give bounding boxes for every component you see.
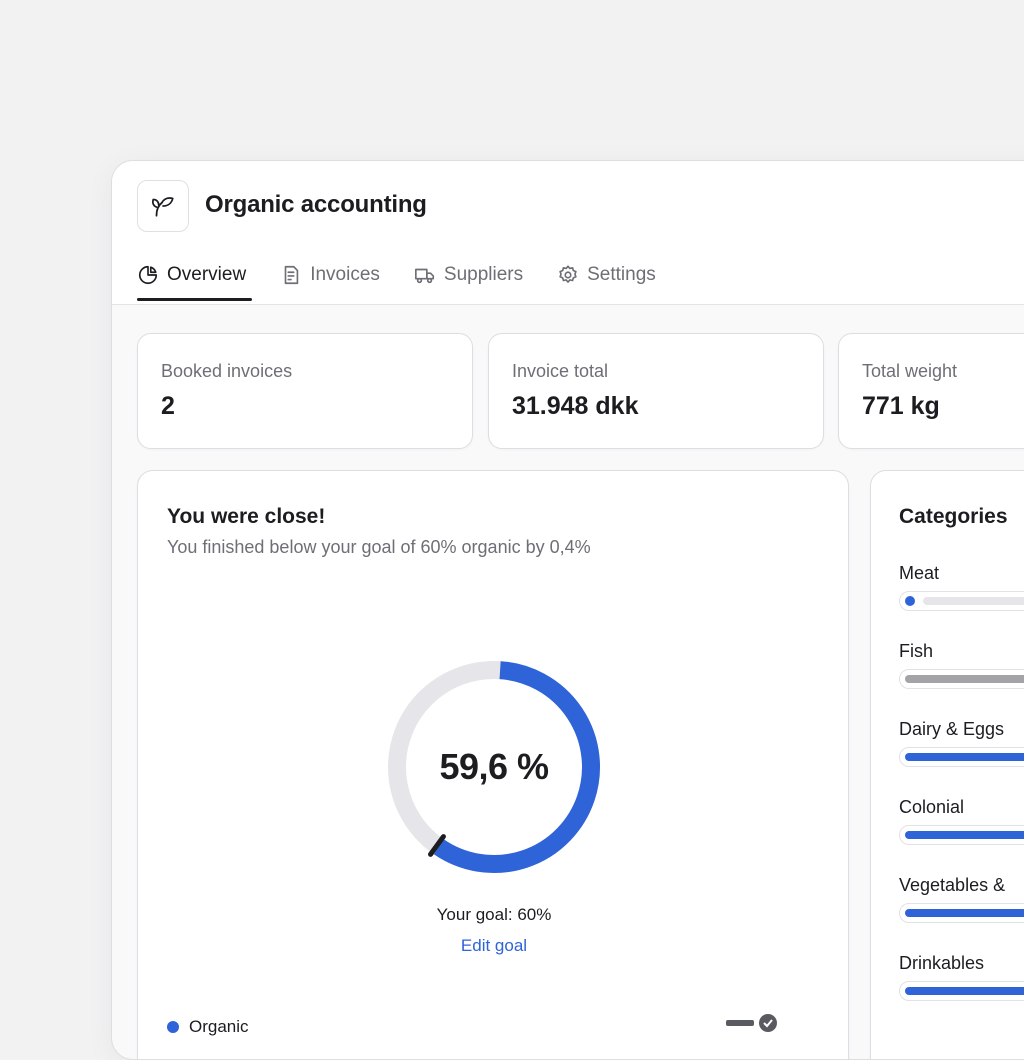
- document-icon: [284, 265, 299, 285]
- leaf-icon: [151, 197, 174, 217]
- categories-title: Categories: [899, 505, 1008, 528]
- goal-title: You were close!: [167, 505, 326, 528]
- tab-label: Suppliers: [443, 264, 524, 285]
- category-fill: [905, 987, 1024, 995]
- category-drinkables[interactable]: Drinkables: [899, 953, 1024, 1001]
- app-window: Organic accounting Overview Invoices Sup…: [111, 160, 1024, 1060]
- category-fish[interactable]: Fish: [899, 641, 1024, 689]
- tab-suppliers[interactable]: Suppliers: [414, 257, 523, 293]
- category-track: [899, 981, 1024, 1001]
- truck-icon: [414, 268, 434, 284]
- category-vegetables[interactable]: Vegetables &: [899, 875, 1024, 923]
- tab-label: Settings: [587, 264, 656, 285]
- app-logo[interactable]: [137, 180, 189, 232]
- category-fill: [905, 753, 1024, 761]
- tab-label: Overview: [167, 264, 247, 285]
- stat-total-weight: Total weight 771 kg: [838, 333, 1024, 449]
- category-name: Meat: [899, 563, 940, 583]
- category-track: [899, 669, 1024, 689]
- goal-marker: [428, 834, 446, 857]
- category-track: [899, 903, 1024, 923]
- legend-organic: Organic: [167, 1017, 249, 1037]
- stat-label: Booked invoices: [161, 361, 293, 381]
- categories-card: Categories Meat Fish Dairy & Eggs Coloni…: [870, 470, 1024, 1059]
- category-fill: [905, 596, 915, 606]
- stat-invoice-total: Invoice total 31.948 dkk: [488, 333, 824, 449]
- pie-chart-icon: [138, 265, 158, 285]
- category-fill: [905, 675, 1024, 683]
- goal-text: Your goal: 60%: [436, 905, 552, 924]
- tab-overview[interactable]: Overview: [137, 257, 253, 301]
- category-dairy-eggs[interactable]: Dairy & Eggs: [899, 719, 1024, 767]
- app-title: Organic accounting: [205, 191, 427, 218]
- nav-tabs: Overview Invoices Suppliers Settings: [137, 257, 690, 305]
- tab-settings[interactable]: Settings: [557, 257, 656, 293]
- category-meat[interactable]: Meat: [899, 563, 1024, 611]
- stat-label: Total weight: [862, 361, 958, 381]
- category-name: Drinkables: [899, 953, 985, 973]
- stat-value: 31.948 dkk: [512, 392, 639, 420]
- category-fill: [905, 909, 1024, 917]
- top-bar: Organic accounting Overview Invoices Sup…: [112, 161, 1024, 305]
- donut-progress-arc: [433, 661, 600, 873]
- category-track: [899, 825, 1024, 845]
- category-name: Colonial: [899, 797, 965, 817]
- category-name: Fish: [899, 641, 934, 661]
- donut-percent-label: 59,6 %: [439, 746, 549, 787]
- category-remainder: [923, 597, 1024, 605]
- edit-goal-link[interactable]: Edit goal: [460, 936, 528, 955]
- gear-icon: [559, 265, 577, 283]
- category-track: [899, 747, 1024, 767]
- legend-label: Organic: [189, 1017, 249, 1036]
- organic-donut-chart: [388, 661, 600, 873]
- tab-label: Invoices: [310, 264, 380, 285]
- category-fill: [905, 831, 1024, 839]
- legend-dot: [167, 1021, 179, 1033]
- goal-subtitle: You finished below your goal of 60% orga…: [167, 537, 591, 557]
- verified-icon: [726, 1014, 777, 1032]
- stat-value: 2: [161, 392, 175, 420]
- stat-booked-invoices: Booked invoices 2: [137, 333, 473, 449]
- category-name: Vegetables &: [899, 875, 1006, 895]
- category-track: [899, 591, 1024, 611]
- category-name: Dairy & Eggs: [899, 719, 1005, 739]
- stat-label: Invoice total: [512, 361, 609, 381]
- organic-goal-card: You were close! You finished below your …: [137, 470, 849, 1059]
- stat-value: 771 kg: [862, 392, 940, 420]
- category-colonial[interactable]: Colonial: [899, 797, 1024, 845]
- tab-invoices[interactable]: Invoices: [280, 257, 380, 293]
